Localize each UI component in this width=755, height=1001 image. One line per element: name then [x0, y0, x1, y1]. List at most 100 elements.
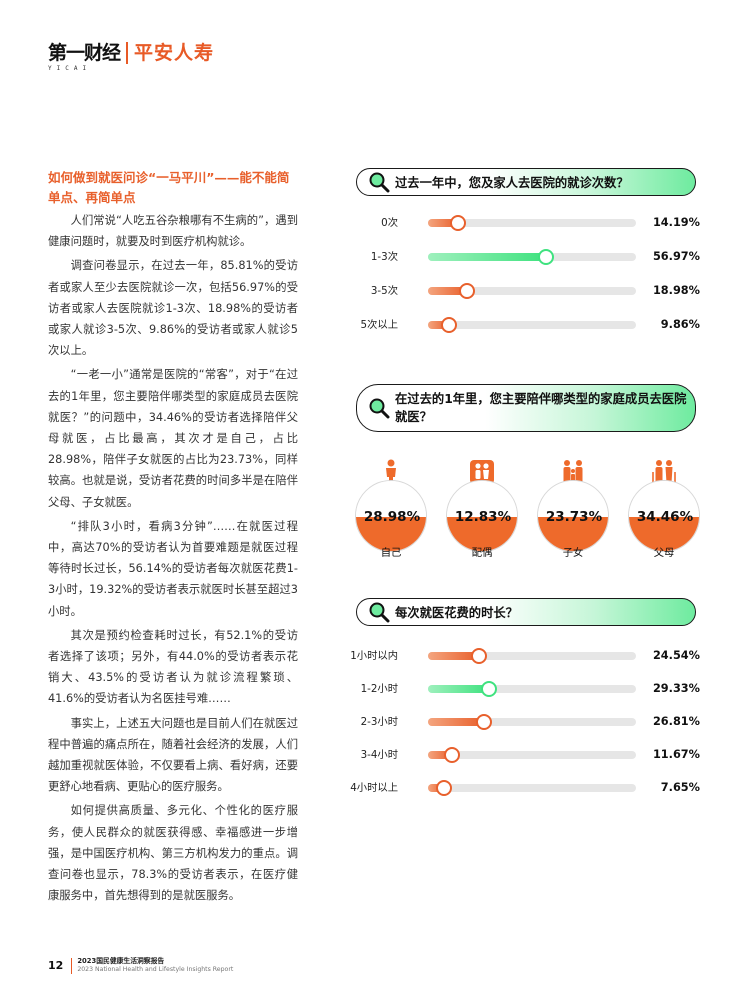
companion-item: 34.46% 父母 [628, 458, 700, 568]
person-icon [377, 458, 405, 486]
companion-item: 12.83% 配偶 [446, 458, 518, 568]
bar-label: 3-4小时 [360, 749, 398, 761]
visit-count-title-text: 过去一年中，您及家人去医院的就诊次数？ [395, 176, 629, 190]
bar [428, 751, 453, 759]
bar-track [428, 287, 636, 295]
bar-label: 1小时以内 [350, 650, 398, 662]
bar-label: 1-3次 [370, 251, 398, 263]
circle-category-label: 配偶 [471, 547, 493, 559]
percentage-circle: 34.46% [628, 480, 700, 552]
bar-knob [481, 681, 497, 697]
bar-label: 1-2小时 [360, 683, 398, 695]
yicai-logo: 第一财经 [48, 41, 121, 64]
circle-category-label: 父母 [653, 547, 675, 559]
bar-row: 1-2小时 29.33% [330, 681, 700, 697]
duration-title: 每次就医花费的时长？ [356, 598, 696, 626]
bar [428, 685, 489, 693]
page-number: 12 [48, 959, 64, 972]
elderly-couple-icon [650, 458, 678, 486]
bar-value-label: 18.98% [652, 284, 700, 297]
bar-row: 0次 14.19% [330, 215, 700, 231]
bar-value-label: 11.67% [652, 748, 700, 761]
article: 如何做到就医问诊“一马平川”——能不能简单点、再简单点 人们常说“人吃五谷杂粮哪… [48, 168, 298, 910]
percentage-circle: 23.73% [537, 480, 609, 552]
bar-label: 4小时以上 [350, 782, 398, 794]
duration-title-text: 每次就医花费的时长？ [395, 606, 518, 620]
duration-chart: 1小时以内 24.54% 1-2小时 29.33% 2-3小时 26.81% 3-4小时 11… [330, 648, 700, 799]
bar-knob [444, 747, 461, 763]
article-paragraph: 人们常说“人吃五谷杂粮哪有不生病的”，遇到健康问题时，就要及时到医疗机构就诊。 [48, 214, 298, 249]
article-paragraph: 其次是预约检查耗时过长，有52.1%的受访者选择了该项；另外，有44.0%的受访… [48, 628, 298, 706]
bar-knob [449, 215, 466, 231]
percentage-circle: 12.83% [446, 480, 518, 552]
circle-category-label: 自己 [380, 547, 402, 559]
bar-track [428, 685, 636, 693]
bar-row: 5次以上 9.86% [330, 317, 700, 333]
bar-knob [471, 648, 488, 664]
bar-value-label: 9.86% [660, 318, 700, 331]
circle-fill [447, 517, 517, 551]
pingan-logo: 平安人寿 [134, 41, 215, 64]
bar-row: 3-4小时 11.67% [330, 747, 700, 763]
bar-row: 3-5次 18.98% [330, 283, 700, 299]
bar [428, 321, 449, 329]
circle-value-label: 23.73% [545, 509, 603, 525]
bar-value-label: 26.81% [652, 715, 700, 728]
bar-value-label: 7.65% [660, 781, 700, 794]
bar [428, 219, 458, 227]
magnifier-icon [369, 172, 390, 193]
family-icon [559, 458, 587, 486]
bar [428, 253, 547, 261]
bar-knob [435, 780, 452, 796]
bar-knob [475, 714, 492, 730]
article-heading: 如何做到就医问诊“一马平川”——能不能简单点、再简单点 [48, 170, 290, 205]
bar-track [428, 652, 636, 660]
magnifier-icon [369, 602, 390, 623]
bar-label: 0次 [381, 217, 398, 229]
bar-track [428, 219, 636, 227]
page-footer: 12 2023国民健康生活洞察报告 2023 National Health a… [48, 957, 233, 974]
companion-title-text: 在过去的1年里，您主要陪伴哪类型的家庭成员去医院就医？ [395, 392, 687, 424]
visit-count-chart: 0次 14.19% 1-3次 56.97% 3-5次 18.98% 5次以上 9.86% [330, 215, 700, 336]
article-paragraph: 如何提供高质量、多元化、个性化的医疗服务，使人民群众的就医获得感、幸福感进一步增… [48, 804, 298, 903]
bar-knob [440, 317, 457, 333]
bar-value-label: 56.97% [652, 250, 700, 263]
companion-circles: 28.98% 自己 12.83% 配偶 23.73% 子女 34.46% 父母 [355, 458, 700, 568]
bar-track [428, 784, 636, 792]
circle-fill [356, 517, 426, 551]
circle-category-label: 子女 [562, 547, 584, 559]
bar-value-label: 14.19% [652, 216, 700, 229]
bar [428, 287, 468, 295]
percentage-circle: 28.98% [355, 480, 427, 552]
companion-title: 在过去的1年里，您主要陪伴哪类型的家庭成员去医院就医？ [356, 384, 696, 432]
article-paragraph: “一老一小”通常是医院的“常客”，对于“在过去的1年里，您主要陪伴哪类型的家庭成… [48, 368, 298, 509]
circle-value-label: 12.83% [454, 509, 512, 525]
bar-label: 3-5次 [370, 285, 398, 297]
bar-track [428, 321, 636, 329]
article-paragraph: “排队3小时，看病3分钟”……在就医过程中，高达70%的受访者认为首要难题是就医… [48, 519, 298, 618]
bar-value-label: 24.54% [652, 649, 700, 662]
logo-divider [126, 42, 129, 64]
yicai-logo-sub: YICAI [48, 64, 92, 72]
bar-row: 1-3次 56.97% [330, 249, 700, 265]
bar-row: 4小时以上 7.65% [330, 780, 700, 796]
bar-knob [459, 283, 476, 299]
bar-row: 1小时以内 24.54% [330, 648, 700, 664]
footer-divider [71, 957, 73, 974]
report-title-en: 2023 National Health and Lifestyle Insig… [77, 966, 234, 973]
article-paragraph: 调查问卷显示，在过去一年，85.81%的受访者或家人至少去医院就诊一次，包括56… [48, 259, 298, 358]
circle-value-label: 28.98% [363, 509, 421, 525]
companion-item: 23.73% 子女 [537, 458, 609, 568]
bar [428, 718, 484, 726]
header-logos: 第一财经 YICAI 平安人寿 [48, 40, 215, 72]
circle-fill [629, 517, 699, 551]
circle-value-label: 34.46% [636, 509, 694, 525]
bar-value-label: 29.33% [652, 682, 700, 695]
bar [428, 652, 480, 660]
bar-label: 2-3小时 [360, 716, 398, 728]
bar-track [428, 718, 636, 726]
couple-icon [468, 458, 496, 486]
bar-knob [538, 249, 555, 265]
bar-label: 5次以上 [360, 319, 398, 331]
bar-row: 2-3小时 26.81% [330, 714, 700, 730]
